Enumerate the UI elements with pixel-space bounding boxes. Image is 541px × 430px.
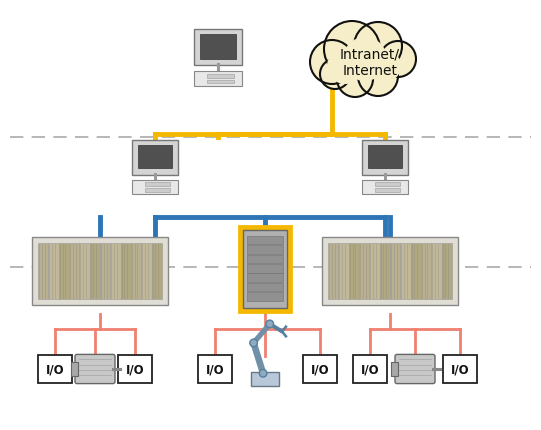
FancyBboxPatch shape: [391, 362, 398, 376]
FancyBboxPatch shape: [328, 243, 339, 300]
FancyBboxPatch shape: [207, 80, 234, 84]
FancyBboxPatch shape: [339, 243, 349, 300]
FancyBboxPatch shape: [441, 243, 452, 300]
FancyBboxPatch shape: [421, 243, 431, 300]
Circle shape: [358, 57, 398, 97]
FancyBboxPatch shape: [200, 35, 236, 60]
Circle shape: [343, 38, 387, 82]
FancyBboxPatch shape: [349, 243, 359, 300]
FancyBboxPatch shape: [322, 237, 458, 305]
Circle shape: [369, 51, 401, 83]
FancyBboxPatch shape: [145, 188, 170, 192]
FancyBboxPatch shape: [375, 183, 400, 187]
FancyBboxPatch shape: [38, 355, 72, 383]
FancyBboxPatch shape: [375, 188, 400, 192]
Text: I/O: I/O: [126, 362, 144, 376]
FancyBboxPatch shape: [100, 243, 110, 300]
Text: I/O: I/O: [45, 362, 64, 376]
Circle shape: [380, 42, 416, 78]
FancyBboxPatch shape: [194, 30, 242, 66]
FancyBboxPatch shape: [250, 372, 279, 386]
FancyBboxPatch shape: [132, 141, 178, 175]
FancyBboxPatch shape: [390, 243, 400, 300]
FancyBboxPatch shape: [133, 181, 177, 195]
FancyBboxPatch shape: [49, 243, 59, 300]
Text: Intranet/
Internet: Intranet/ Internet: [340, 48, 400, 78]
FancyBboxPatch shape: [131, 243, 141, 300]
FancyBboxPatch shape: [71, 362, 77, 376]
FancyBboxPatch shape: [75, 355, 115, 384]
FancyBboxPatch shape: [194, 72, 242, 87]
Text: I/O: I/O: [311, 362, 329, 376]
Circle shape: [327, 49, 363, 85]
FancyBboxPatch shape: [400, 243, 411, 300]
FancyBboxPatch shape: [247, 264, 283, 273]
Text: I/O: I/O: [206, 362, 225, 376]
FancyBboxPatch shape: [353, 355, 387, 383]
FancyBboxPatch shape: [69, 243, 80, 300]
Text: I/O: I/O: [361, 362, 379, 376]
FancyBboxPatch shape: [362, 141, 408, 175]
FancyBboxPatch shape: [145, 183, 170, 187]
FancyBboxPatch shape: [247, 283, 283, 292]
FancyBboxPatch shape: [118, 355, 152, 383]
FancyBboxPatch shape: [247, 236, 283, 245]
Text: I/O: I/O: [451, 362, 469, 376]
FancyBboxPatch shape: [141, 243, 151, 300]
FancyBboxPatch shape: [59, 243, 69, 300]
Circle shape: [324, 22, 380, 78]
Circle shape: [337, 62, 373, 98]
FancyBboxPatch shape: [90, 243, 100, 300]
FancyBboxPatch shape: [247, 246, 283, 254]
Circle shape: [250, 339, 258, 347]
FancyBboxPatch shape: [395, 355, 435, 384]
FancyBboxPatch shape: [38, 243, 49, 300]
FancyBboxPatch shape: [247, 292, 283, 301]
FancyBboxPatch shape: [121, 243, 131, 300]
FancyBboxPatch shape: [207, 75, 234, 78]
FancyBboxPatch shape: [303, 355, 337, 383]
FancyBboxPatch shape: [198, 355, 232, 383]
FancyBboxPatch shape: [411, 243, 421, 300]
FancyBboxPatch shape: [32, 237, 168, 305]
Circle shape: [259, 370, 267, 377]
FancyBboxPatch shape: [110, 243, 121, 300]
FancyBboxPatch shape: [239, 227, 292, 312]
Circle shape: [310, 41, 354, 85]
FancyBboxPatch shape: [431, 243, 441, 300]
FancyBboxPatch shape: [138, 145, 172, 169]
FancyBboxPatch shape: [80, 243, 90, 300]
FancyBboxPatch shape: [380, 243, 390, 300]
FancyBboxPatch shape: [242, 230, 287, 308]
FancyBboxPatch shape: [370, 243, 380, 300]
FancyBboxPatch shape: [247, 274, 283, 282]
FancyBboxPatch shape: [443, 355, 477, 383]
FancyBboxPatch shape: [362, 181, 407, 195]
Circle shape: [354, 23, 402, 71]
FancyBboxPatch shape: [247, 255, 283, 264]
Circle shape: [266, 320, 274, 328]
Circle shape: [320, 60, 350, 90]
FancyBboxPatch shape: [368, 145, 402, 169]
FancyBboxPatch shape: [151, 243, 162, 300]
FancyBboxPatch shape: [359, 243, 370, 300]
